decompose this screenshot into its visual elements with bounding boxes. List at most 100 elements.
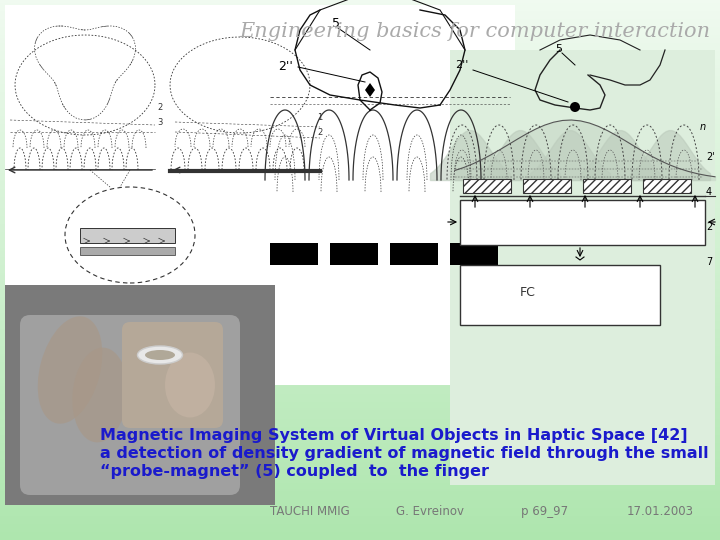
Bar xyxy=(0,105,720,108)
Bar xyxy=(0,197,720,200)
Bar xyxy=(0,43,720,46)
Bar xyxy=(0,418,720,421)
Bar xyxy=(0,424,720,427)
Ellipse shape xyxy=(145,350,175,360)
Bar xyxy=(0,151,720,154)
Bar xyxy=(0,400,720,402)
Bar xyxy=(0,157,720,159)
Bar xyxy=(0,392,720,394)
Bar xyxy=(583,179,631,193)
Bar xyxy=(0,356,720,359)
Bar xyxy=(0,86,720,89)
Bar xyxy=(0,440,720,443)
Bar xyxy=(0,92,720,94)
Bar xyxy=(0,435,720,437)
Bar xyxy=(0,248,720,251)
Bar xyxy=(0,478,720,481)
Bar xyxy=(0,508,720,510)
Bar xyxy=(0,270,720,273)
Bar xyxy=(0,81,720,84)
Bar xyxy=(0,521,720,524)
Bar xyxy=(0,24,720,27)
Bar xyxy=(0,103,720,105)
FancyBboxPatch shape xyxy=(122,322,223,428)
Bar xyxy=(0,251,720,254)
Bar xyxy=(0,132,720,135)
Bar xyxy=(0,138,720,140)
Bar xyxy=(0,173,720,176)
Bar xyxy=(0,454,720,456)
Bar xyxy=(0,170,720,173)
Bar xyxy=(330,243,378,265)
Bar xyxy=(0,289,720,292)
Bar xyxy=(80,247,175,255)
Bar xyxy=(0,76,720,78)
Bar xyxy=(0,335,720,338)
Bar xyxy=(0,518,720,521)
Text: 17.01.2003: 17.01.2003 xyxy=(626,505,693,518)
Text: 2: 2 xyxy=(706,222,712,232)
Bar xyxy=(0,89,720,92)
Bar xyxy=(80,228,175,243)
Text: a detection of density gradient of magnetic field through the small: a detection of density gradient of magne… xyxy=(100,446,708,461)
Bar xyxy=(0,292,720,294)
Bar xyxy=(0,57,720,59)
Bar xyxy=(0,40,720,43)
Bar xyxy=(0,472,720,475)
Bar xyxy=(0,54,720,57)
Bar xyxy=(0,510,720,513)
Bar xyxy=(0,343,720,346)
Bar xyxy=(0,300,720,302)
Bar xyxy=(0,513,720,516)
Bar xyxy=(0,416,720,418)
Bar xyxy=(0,219,720,221)
Bar xyxy=(0,327,720,329)
Bar xyxy=(390,243,438,265)
Bar xyxy=(0,97,720,100)
Bar xyxy=(0,481,720,483)
Bar xyxy=(0,302,720,305)
Bar xyxy=(0,162,720,165)
Text: G. Evreinov: G. Evreinov xyxy=(396,505,464,518)
Bar xyxy=(0,256,720,259)
Bar xyxy=(0,319,720,321)
Bar xyxy=(0,381,720,383)
Bar xyxy=(0,113,720,116)
Bar xyxy=(0,456,720,459)
Bar xyxy=(0,3,720,5)
Bar xyxy=(0,354,720,356)
Bar xyxy=(0,68,720,70)
Bar xyxy=(0,165,720,167)
Bar xyxy=(0,167,720,170)
Bar xyxy=(0,59,720,62)
Bar xyxy=(0,351,720,354)
Text: p 69_97: p 69_97 xyxy=(521,505,569,518)
Bar xyxy=(643,179,691,193)
Bar xyxy=(0,459,720,462)
Text: 5: 5 xyxy=(332,17,340,30)
Bar xyxy=(450,50,715,485)
Bar xyxy=(0,122,720,124)
Bar xyxy=(0,65,720,68)
Bar xyxy=(0,362,720,364)
Bar xyxy=(0,294,720,297)
Bar xyxy=(0,116,720,119)
Bar xyxy=(0,140,720,143)
Bar xyxy=(0,130,720,132)
Bar xyxy=(0,208,720,211)
Bar xyxy=(0,0,720,3)
Bar xyxy=(0,497,720,500)
Bar xyxy=(0,49,720,51)
Bar xyxy=(0,73,720,76)
Bar xyxy=(0,470,720,472)
FancyBboxPatch shape xyxy=(20,315,240,495)
Bar xyxy=(0,297,720,300)
Bar xyxy=(0,383,720,386)
Bar xyxy=(0,154,720,157)
Text: 7: 7 xyxy=(706,257,712,267)
Bar xyxy=(0,27,720,30)
Bar xyxy=(0,475,720,478)
Bar xyxy=(0,70,720,73)
Bar xyxy=(0,338,720,340)
Bar xyxy=(0,216,720,219)
